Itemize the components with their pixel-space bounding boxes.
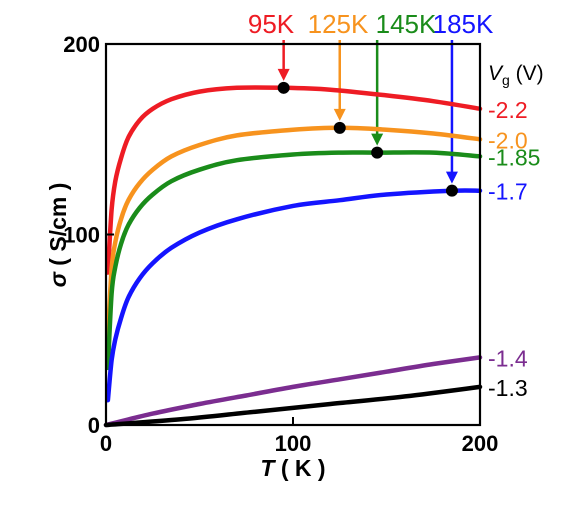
marker-layer (277, 81, 458, 197)
legend-title-symbol: V (488, 62, 504, 85)
annotation-label-185k: 185K (433, 9, 494, 39)
peak-marker-125 (333, 121, 346, 134)
axis-layer: 0 100 200 0 100 200 (63, 32, 498, 456)
y-tick-label-0: 0 (88, 413, 100, 438)
x-axis-label-unit: ( K ) (274, 455, 325, 481)
x-tick-label-0: 0 (100, 431, 112, 456)
series-end-label-2-2: -2.2 (488, 97, 528, 123)
x-tick-label-100: 100 (275, 431, 312, 456)
annotation-label-145k: 145K (376, 9, 437, 39)
series-line-2-2 (105, 85, 483, 275)
annotation-arrow-head-185k (445, 171, 458, 184)
series-end-label-1-7: -1.7 (488, 179, 528, 205)
peak-marker-95 (277, 81, 290, 94)
series-line-1-85 (105, 150, 483, 371)
annotation-label-125k: 125K (308, 9, 369, 39)
series-end-label-2-0: -2.0 (488, 127, 528, 153)
series-layer (103, 85, 483, 428)
y-axis-label-unit: ( S/cm ) (45, 183, 71, 272)
peak-marker-185 (445, 184, 458, 197)
y-tick-label-100: 100 (63, 223, 100, 248)
legend-layer: -2.2 -2.0-1.85 -1.7 -1.4 -1.3 (488, 97, 540, 401)
y-tick-label-200: 200 (63, 32, 100, 57)
x-axis-label-symbol: T (260, 455, 276, 481)
series-line-1-7 (105, 188, 483, 403)
legend-title: Vg (V) (488, 62, 544, 88)
x-axis-label: T ( K ) (260, 455, 325, 481)
y-axis-label: σ ( S/cm ) (45, 183, 71, 288)
series-line-1-3 (103, 384, 483, 428)
annotation-label-95k: 95K (248, 9, 295, 39)
series-end-label-1-85: -1.85 (488, 144, 540, 170)
series-end-label-1-4: -1.4 (488, 345, 528, 371)
x-tick-label-200: 200 (462, 431, 499, 456)
y-axis-label-symbol: σ (45, 271, 71, 287)
annotation-arrow-head-145k (371, 133, 384, 146)
series-line-2-0 (105, 125, 483, 340)
peak-marker-145 (371, 146, 384, 159)
series-end-label-1-3: -1.3 (488, 375, 528, 401)
annotation-arrow-head-125k (333, 108, 346, 121)
legend-title-subscript: g (502, 72, 510, 88)
legend-title-unit: (V) (510, 62, 544, 85)
annotation-arrow-head-95k (277, 68, 290, 81)
series-line-1-4 (103, 355, 483, 428)
